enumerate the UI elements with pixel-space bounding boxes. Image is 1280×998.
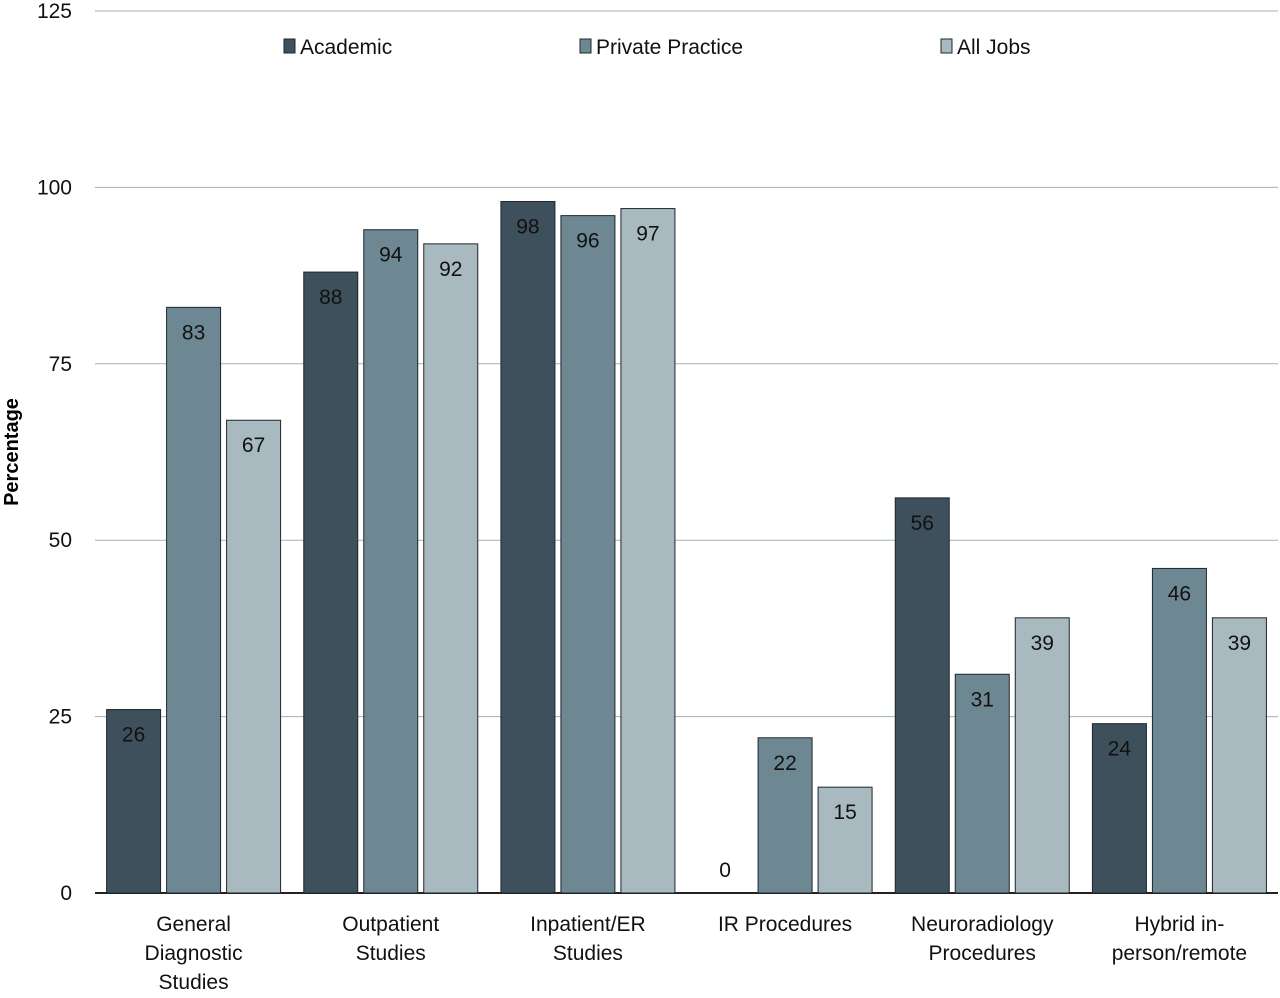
x-category-label: Inpatient/ER Studies <box>530 913 646 965</box>
y-tick-label: 0 <box>60 882 72 905</box>
data-label: 88 <box>319 286 342 309</box>
legend-item: All Jobs <box>940 36 1031 59</box>
data-label: 92 <box>439 258 462 281</box>
data-label: 15 <box>833 801 856 824</box>
bar <box>166 306 222 894</box>
bar <box>303 271 359 894</box>
x-axis-categories: General Diagnostic Studies Outpatient Studie… <box>145 913 1248 994</box>
y-tick-label: 75 <box>49 353 72 376</box>
data-labels: 26 83 67 88 94 92 98 96 97 0 22 15 56 31 39 24 46 39 <box>122 216 1251 882</box>
data-label: 67 <box>242 434 265 457</box>
legend-item: Academic <box>283 36 392 59</box>
bar <box>894 497 950 894</box>
bar <box>1014 617 1070 894</box>
bar <box>106 709 162 894</box>
y-axis-label: Percentage <box>1 398 23 506</box>
y-tick-label: 25 <box>49 706 72 729</box>
bar <box>560 215 616 894</box>
bar <box>423 243 479 894</box>
bar <box>363 229 419 894</box>
legend-label: All Jobs <box>957 36 1031 59</box>
x-category-label: Neuroradiology Procedures <box>911 913 1054 965</box>
data-label: 26 <box>122 724 145 747</box>
y-tick-label: 100 <box>37 176 72 199</box>
data-label: 39 <box>1031 632 1054 655</box>
x-category-label: General Diagnostic Studies <box>145 913 243 993</box>
data-label: 31 <box>971 688 994 711</box>
data-label: 39 <box>1228 632 1251 655</box>
y-tick-label: 125 <box>37 0 72 23</box>
x-category-label: IR Procedures <box>718 913 852 936</box>
x-category-label: Outpatient Studies <box>342 913 439 965</box>
legend-item: Private Practice <box>579 36 743 59</box>
data-label: 0 <box>719 859 731 882</box>
bar <box>620 208 676 894</box>
bar <box>1151 567 1207 894</box>
bars <box>106 201 1267 894</box>
bar <box>757 737 813 894</box>
y-axis-ticks: 0 25 50 75 100 125 <box>37 0 72 905</box>
data-label: 94 <box>379 244 403 267</box>
legend-swatch <box>579 38 592 54</box>
gridlines <box>95 10 1278 894</box>
bar <box>500 201 556 894</box>
y-tick-label: 50 <box>49 529 72 552</box>
x-category-label: Hybrid in-person/remote <box>1112 913 1247 965</box>
data-label: 46 <box>1168 582 1191 605</box>
data-label: 56 <box>911 512 934 535</box>
data-label: 96 <box>576 230 599 253</box>
legend-swatch <box>940 38 953 54</box>
bar <box>954 673 1010 894</box>
bar <box>1091 723 1147 894</box>
legend: Academic Private Practice All Jobs <box>283 36 1031 59</box>
legend-label: Academic <box>300 36 392 59</box>
data-label: 97 <box>636 223 659 246</box>
bar <box>817 786 873 894</box>
data-label: 83 <box>182 321 205 344</box>
legend-swatch <box>283 38 296 54</box>
bar <box>1211 617 1267 894</box>
data-label: 98 <box>516 216 539 239</box>
legend-label: Private Practice <box>596 36 743 59</box>
data-label: 22 <box>773 752 796 775</box>
data-label: 24 <box>1108 738 1132 761</box>
bar <box>226 419 282 894</box>
